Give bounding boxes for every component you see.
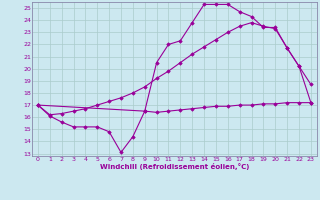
X-axis label: Windchill (Refroidissement éolien,°C): Windchill (Refroidissement éolien,°C): [100, 163, 249, 170]
